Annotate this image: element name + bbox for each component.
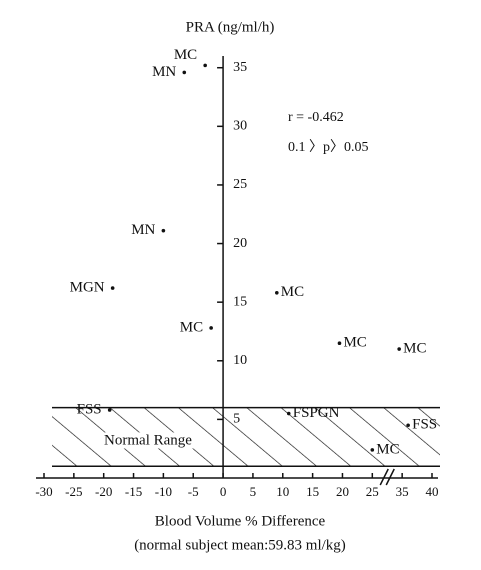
point-label: MN <box>131 222 155 238</box>
x-tick-label: 40 <box>426 484 439 499</box>
x-tick-label: 10 <box>276 484 289 499</box>
x-axis-note: (normal subject mean:59.83 ml/kg) <box>134 537 346 553</box>
point-label: MC <box>403 340 426 356</box>
point-label: MC <box>174 47 197 63</box>
x-tick-label: 5 <box>250 484 257 499</box>
point-label: MN <box>152 64 176 80</box>
point-label: FSS <box>77 401 102 417</box>
data-point <box>397 347 401 351</box>
data-point <box>209 326 213 330</box>
point-label: MC <box>281 284 304 300</box>
x-tick-label: -25 <box>65 484 82 499</box>
data-point <box>370 448 375 452</box>
point-label: MGN <box>70 280 105 296</box>
x-tick-label: -5 <box>188 484 199 499</box>
y-tick-label: 5 <box>233 412 240 427</box>
point-label: FSPGN <box>293 405 340 421</box>
chart-title: PRA (ng/ml/h) <box>186 19 275 35</box>
normal-range-label: Normal Range <box>104 432 192 448</box>
x-tick-label: 20 <box>336 484 349 499</box>
data-point <box>182 70 187 75</box>
x-tick-label: 35 <box>396 484 409 499</box>
y-tick-label: 20 <box>233 236 247 251</box>
data-point <box>286 411 291 416</box>
data-point <box>107 408 112 412</box>
axis-break <box>379 468 389 486</box>
x-axis-label: Blood Volume % Difference <box>155 513 326 529</box>
axis-break <box>385 468 395 486</box>
x-tick-label: -30 <box>35 484 52 499</box>
data-point <box>337 341 342 345</box>
data-point <box>110 286 115 290</box>
label-bg <box>102 432 195 449</box>
data-point <box>406 423 410 428</box>
annotation: 0.1 〉p〉0.05 <box>288 139 369 155</box>
x-tick-label: -20 <box>95 484 112 499</box>
annotation: r = -0.462 <box>288 110 344 125</box>
point-label: FSS <box>412 417 437 433</box>
x-tick-label: -10 <box>155 484 172 499</box>
data-point <box>275 290 279 295</box>
x-tick-label: 25 <box>366 484 379 499</box>
x-tick-label: 0 <box>220 484 227 499</box>
x-tick-label: 15 <box>306 484 319 499</box>
y-tick-label: 35 <box>233 60 247 75</box>
y-tick-label: 15 <box>233 294 247 309</box>
point-label: MC <box>343 335 366 351</box>
data-point <box>203 63 207 68</box>
y-tick-label: 10 <box>233 353 247 368</box>
x-tick-label: -15 <box>125 484 142 499</box>
y-tick-label: 30 <box>233 119 247 134</box>
y-tick-label: 25 <box>233 177 247 192</box>
point-label: MC <box>180 319 203 335</box>
point-label: MC <box>376 441 399 457</box>
data-point <box>161 228 166 233</box>
